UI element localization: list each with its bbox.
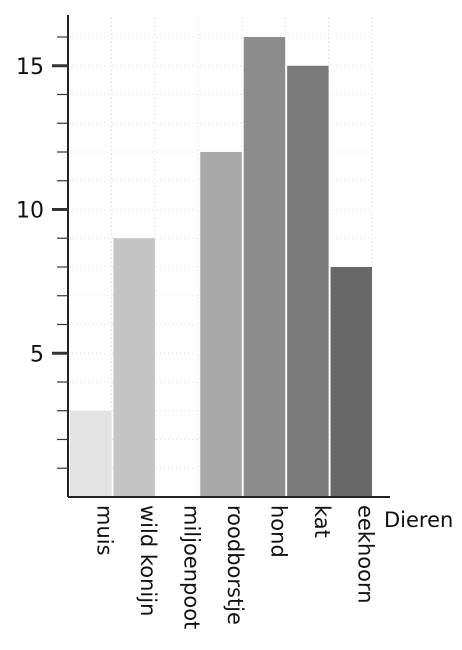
y-ticks: 5 10 15 — [16, 36, 68, 469]
y-tick-label: 10 — [16, 199, 44, 224]
bar-eekhoorn — [330, 267, 372, 497]
x-category-label: kat — [310, 505, 334, 538]
y-tick-label: 5 — [30, 342, 44, 367]
bar-muis — [70, 410, 112, 497]
x-category-label: eekhoorn — [353, 505, 377, 604]
x-category-label: wild konijn — [136, 505, 160, 616]
x-category-label: hond — [266, 505, 290, 558]
bar-kat — [287, 65, 329, 497]
x-category-label: muis — [93, 505, 117, 556]
bar-hond — [243, 37, 286, 497]
bars — [70, 37, 372, 497]
x-category-label: miljoenpoot — [180, 505, 204, 629]
x-axis-title: Dieren — [384, 508, 453, 532]
y-tick-label: 15 — [16, 55, 44, 80]
category-labels: muis wild konijn miljoenpoot roodborstje hon… — [93, 505, 378, 629]
x-category-label: roodborstje — [223, 505, 247, 625]
bar-roodborstje — [200, 152, 242, 497]
axes — [67, 15, 390, 498]
bar-wild-konijn — [113, 238, 155, 497]
